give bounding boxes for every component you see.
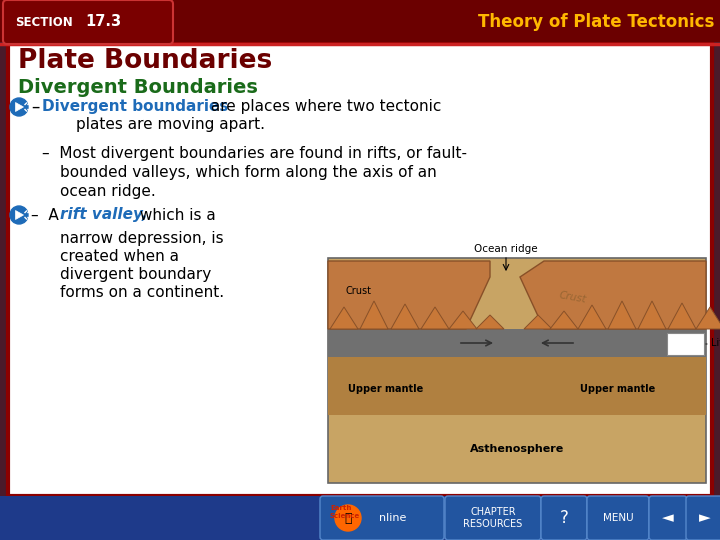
Bar [328, 329, 706, 357]
FancyBboxPatch shape [667, 333, 704, 355]
FancyBboxPatch shape [8, 42, 712, 496]
Text: ►: ► [699, 510, 711, 525]
Polygon shape [668, 303, 696, 329]
Circle shape [10, 206, 28, 224]
Polygon shape [16, 103, 24, 111]
Text: Plate Boundaries: Plate Boundaries [18, 48, 272, 74]
Text: 🌍: 🌍 [344, 511, 352, 524]
Polygon shape [578, 305, 606, 329]
Text: ?: ? [559, 509, 568, 527]
Text: divergent boundary: divergent boundary [60, 267, 211, 282]
Text: MENU: MENU [603, 513, 634, 523]
Text: bounded valleys, which form along the axis of an: bounded valleys, which form along the ax… [60, 165, 437, 180]
Polygon shape [328, 261, 490, 329]
Bar [0, 0, 720, 42]
Polygon shape [476, 315, 504, 329]
Text: Crust: Crust [558, 289, 587, 305]
Text: –  A: – A [31, 207, 63, 222]
Polygon shape [449, 311, 477, 329]
Text: SECTION: SECTION [15, 16, 73, 29]
Text: ocean ridge.: ocean ridge. [60, 184, 156, 199]
Text: which is a: which is a [135, 207, 216, 222]
Text: ◄: ◄ [662, 510, 674, 525]
Polygon shape [520, 261, 706, 329]
Polygon shape [524, 315, 552, 329]
FancyBboxPatch shape [686, 496, 720, 540]
Text: Upper mantle: Upper mantle [348, 384, 423, 394]
FancyBboxPatch shape [320, 496, 444, 540]
Text: Earth
Science: Earth Science [330, 505, 360, 518]
Polygon shape [16, 211, 24, 219]
Text: rift valley,: rift valley, [60, 207, 148, 222]
Polygon shape [696, 307, 720, 329]
Text: –  Most divergent boundaries are found in rifts, or fault-: – Most divergent boundaries are found in… [42, 146, 467, 161]
Polygon shape [360, 301, 388, 329]
Text: 17.3: 17.3 [85, 15, 121, 30]
Text: Ocean ridge: Ocean ridge [474, 244, 538, 254]
Text: CHAPTER
RESOURCES: CHAPTER RESOURCES [464, 507, 523, 529]
Polygon shape [550, 311, 578, 329]
Text: Lithosphere: Lithosphere [711, 338, 720, 348]
FancyBboxPatch shape [541, 496, 587, 540]
Circle shape [10, 98, 28, 116]
FancyBboxPatch shape [445, 496, 541, 540]
FancyBboxPatch shape [649, 496, 687, 540]
Polygon shape [608, 301, 636, 329]
Text: Divergent Boundaries: Divergent Boundaries [18, 78, 258, 97]
Text: forms on a continent.: forms on a continent. [60, 285, 224, 300]
Text: Upper mantle: Upper mantle [580, 384, 656, 394]
Text: Crust: Crust [346, 286, 372, 296]
Polygon shape [421, 307, 449, 329]
FancyBboxPatch shape [587, 496, 649, 540]
Polygon shape [638, 301, 666, 329]
FancyBboxPatch shape [3, 0, 173, 44]
Polygon shape [330, 307, 358, 329]
Polygon shape [391, 304, 419, 329]
Text: created when a: created when a [60, 249, 179, 264]
Text: –: – [31, 98, 40, 116]
Bar [328, 258, 706, 483]
Text: nline: nline [358, 513, 406, 523]
Text: Theory of Plate Tectonics: Theory of Plate Tectonics [477, 13, 714, 31]
Bar [328, 357, 706, 415]
Text: are places where two tectonic: are places where two tectonic [206, 99, 441, 114]
Text: narrow depression, is: narrow depression, is [60, 231, 224, 246]
Circle shape [335, 505, 361, 531]
Text: Asthenosphere: Asthenosphere [470, 444, 564, 454]
Text: Divergent boundaries: Divergent boundaries [42, 99, 228, 114]
Bar [0, 496, 720, 540]
Text: plates are moving apart.: plates are moving apart. [76, 118, 265, 132]
